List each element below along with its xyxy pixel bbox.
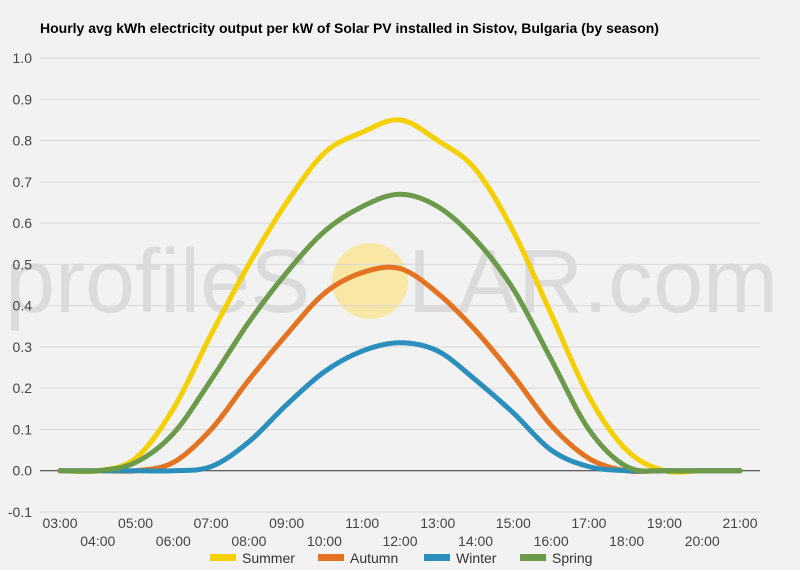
y-tick-label: 0.1	[13, 421, 33, 437]
x-tick-label: 19:00	[647, 515, 682, 531]
legend-swatch-winter	[424, 554, 450, 561]
x-tick-label: 15:00	[496, 515, 531, 531]
x-tick-label: 14:00	[458, 533, 493, 549]
y-tick-label: 0.6	[13, 215, 33, 231]
x-axis-ticks: 03:0004:0005:0006:0007:0008:0009:0010:00…	[42, 515, 757, 549]
y-tick-label: 0.3	[13, 339, 33, 355]
watermark: profileS LAR.com	[5, 232, 778, 332]
y-tick-label: 0.4	[13, 298, 33, 314]
legend-label-spring: Spring	[552, 550, 592, 566]
y-tick-label: 0.0	[13, 463, 33, 479]
gridlines	[40, 57, 760, 513]
legend-swatch-autumn	[318, 554, 344, 561]
y-tick-label: 0.2	[13, 380, 33, 396]
x-tick-label: 05:00	[118, 515, 153, 531]
legend-swatch-summer	[210, 554, 236, 561]
legend-label-winter: Winter	[456, 550, 497, 566]
y-axis-ticks: -0.1 0.0 0.1 0.2 0.3 0.4 0.5 0.6 0.7 0.8 0.9 1.0	[8, 50, 32, 520]
y-tick-label: 0.5	[13, 256, 33, 272]
chart-title: Hourly avg kWh electricity output per kW…	[40, 20, 659, 36]
x-tick-label: 08:00	[231, 533, 266, 549]
series-line-winter	[57, 340, 743, 474]
x-tick-label: 12:00	[382, 533, 417, 549]
legend: Summer Autumn Winter Spring	[210, 550, 592, 566]
y-tick-label: 1.0	[13, 50, 33, 66]
y-tick-label: -0.1	[8, 504, 32, 520]
watermark-sun-icon	[332, 243, 408, 319]
x-tick-label: 10:00	[307, 533, 342, 549]
watermark-text-left: profileS	[5, 232, 310, 332]
y-tick-label: 0.9	[13, 91, 33, 107]
x-tick-label: 20:00	[685, 533, 720, 549]
legend-swatch-spring	[520, 554, 546, 561]
x-tick-label: 09:00	[269, 515, 304, 531]
x-tick-label: 13:00	[420, 515, 455, 531]
legend-label-summer: Summer	[242, 550, 295, 566]
y-tick-label: 0.8	[13, 133, 33, 149]
x-tick-label: 17:00	[571, 515, 606, 531]
series-line-spring	[57, 191, 743, 474]
x-tick-label: 16:00	[534, 533, 569, 549]
x-tick-label: 04:00	[80, 533, 115, 549]
series-lines	[57, 117, 743, 475]
x-tick-label: 07:00	[194, 515, 229, 531]
x-tick-label: 06:00	[156, 533, 191, 549]
watermark-text-right: LAR.com	[408, 232, 778, 332]
series-line-summer	[57, 117, 743, 475]
x-tick-label: 21:00	[722, 515, 757, 531]
y-tick-label: 0.7	[13, 174, 33, 190]
legend-label-autumn: Autumn	[350, 550, 398, 566]
x-tick-label: 11:00	[345, 515, 379, 531]
x-tick-label: 18:00	[609, 533, 644, 549]
x-tick-label: 03:00	[42, 515, 77, 531]
